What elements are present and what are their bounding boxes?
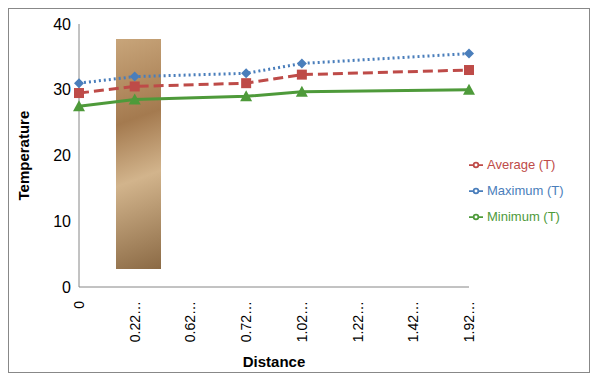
html-text:Minimum (T): Minimum (T)	[487, 208, 560, 224]
svg-text:Distance: Distance	[243, 353, 306, 370]
html-text:Maximum (T): Maximum (T)	[487, 182, 564, 198]
svg-text:0: 0	[62, 279, 71, 296]
svg-text:1.42…: 1.42…	[405, 301, 421, 342]
svg-text:1.02…: 1.02…	[294, 301, 310, 342]
svg-text:20: 20	[53, 147, 71, 164]
svg-text:0: 0	[71, 301, 87, 309]
svg-text:10: 10	[53, 213, 71, 230]
svg-text:0.62…: 0.62…	[182, 301, 198, 342]
svg-text:0.22…: 0.22…	[127, 301, 143, 342]
svg-text:30: 30	[53, 81, 71, 98]
svg-text:1.22…: 1.22…	[350, 301, 366, 342]
svg-text:0.72…: 0.72…	[238, 301, 254, 342]
svg-text:Temperature: Temperature	[15, 111, 32, 201]
html-text:Average (T): Average (T)	[487, 156, 556, 172]
svg-text:1.92…: 1.92…	[461, 301, 477, 342]
svg-text:40: 40	[53, 16, 71, 33]
